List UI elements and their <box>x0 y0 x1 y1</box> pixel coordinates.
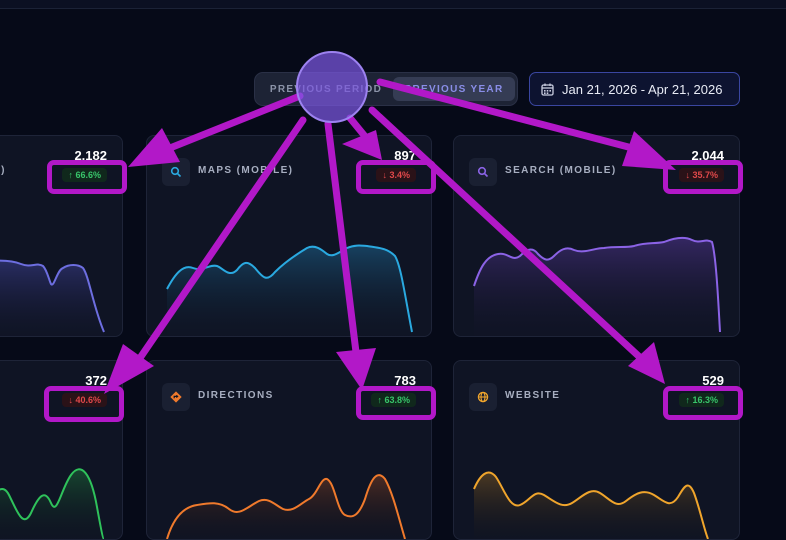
card-value: 2,044 <box>691 148 724 163</box>
metric-card-maps-mobile: MAPS (MOBILE) 897 ↓ 3.4% <box>146 135 432 337</box>
previous-period-toggle[interactable]: PREVIOUS PERIOD <box>269 83 383 95</box>
sparkline-chart <box>473 236 721 336</box>
change-badge: ↓ 3.4% <box>376 168 416 182</box>
sparkline-chart <box>0 259 105 336</box>
card-label: SEARCH (MOBILE) <box>505 165 617 176</box>
globe-icon <box>469 383 497 411</box>
change-badge: ↓ 35.7% <box>679 168 724 182</box>
top-bar <box>0 0 786 9</box>
sparkline-chart <box>166 244 413 336</box>
card-value: 529 <box>702 373 724 388</box>
card-value: 783 <box>394 373 416 388</box>
comparison-toggle: PREVIOUS PERIOD PREVIOUS YEAR <box>254 72 518 106</box>
date-range-picker[interactable]: Jan 21, 2026 - Apr 21, 2026 <box>529 72 740 106</box>
date-range-label: Jan 21, 2026 - Apr 21, 2026 <box>562 81 723 97</box>
change-badge: ↑ 63.8% <box>371 393 416 407</box>
search-icon <box>469 158 497 186</box>
card-value: 372 <box>85 373 107 388</box>
metric-card-search-mobile: SEARCH (MOBILE) 2,044 ↓ 35.7% <box>453 135 740 337</box>
change-badge: ↑ 16.3% <box>679 393 724 407</box>
card-label: P) <box>0 165 6 176</box>
sparkline-chart <box>166 474 406 539</box>
metric-card-search-desktop: P) 2,182 ↑ 66.6% <box>0 135 123 337</box>
card-label: DIRECTIONS <box>198 390 274 401</box>
card-label: MAPS (MOBILE) <box>198 165 294 176</box>
metric-card-website: WEBSITE 529 ↑ 16.3% <box>453 360 740 540</box>
card-label: WEBSITE <box>505 390 561 401</box>
sparkline-chart <box>473 471 709 539</box>
change-badge: ↑ 66.6% <box>62 168 107 182</box>
card-value: 2,182 <box>74 148 107 163</box>
change-badge: ↓ 40.6% <box>62 393 107 407</box>
previous-year-toggle[interactable]: PREVIOUS YEAR <box>393 77 515 101</box>
sparkline-chart <box>0 468 105 539</box>
directions-icon <box>162 383 190 411</box>
metric-card-directions: DIRECTIONS 783 ↑ 63.8% <box>146 360 432 540</box>
calendar-icon <box>541 83 554 96</box>
search-icon <box>162 158 190 186</box>
metric-card-calls: 372 ↓ 40.6% <box>0 360 123 540</box>
card-value: 897 <box>394 148 416 163</box>
